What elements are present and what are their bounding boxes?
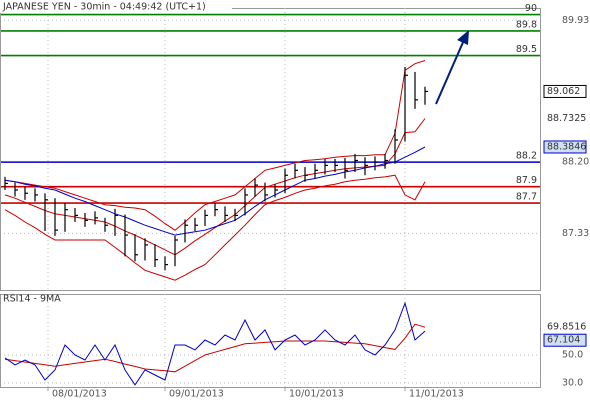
y-tick-label: 89.93 xyxy=(562,15,589,26)
y-tick-label: 87.33 xyxy=(562,228,589,239)
x-tick-label: 10/01/2013 xyxy=(289,389,344,400)
level-label: 90 xyxy=(525,3,537,14)
last-value-label: 69.8516 xyxy=(547,322,586,333)
arrow-head xyxy=(457,30,469,45)
level-label: 89.8 xyxy=(516,19,537,30)
level-label: 89.5 xyxy=(516,44,537,55)
arrow-line xyxy=(435,39,465,105)
value-box xyxy=(543,333,587,347)
last-value-label: 88.3846 xyxy=(547,141,586,152)
trend-arrow xyxy=(435,30,469,105)
rsi-title: RSI14 - 9MA xyxy=(3,294,61,305)
value-box xyxy=(543,84,587,98)
price-plot xyxy=(1,8,540,290)
rsi-panel xyxy=(0,294,541,388)
level-label: 87.9 xyxy=(516,175,537,186)
level-label: 87.7 xyxy=(516,192,537,203)
y-tick-label: 50.0 xyxy=(562,349,583,360)
series-line xyxy=(4,174,426,281)
series-line xyxy=(4,301,426,386)
x-tick-label: 09/01/2013 xyxy=(169,389,224,400)
y-tick-label: 88.20 xyxy=(562,157,589,168)
last-value-label: 89.062 xyxy=(547,86,580,97)
title-backing xyxy=(0,0,232,13)
x-tick-label: 08/01/2013 xyxy=(52,389,107,400)
chart-title: JAPANESE YEN - 30min - 04:49:42 (UTC+1) xyxy=(2,2,206,13)
series-line xyxy=(4,323,426,373)
last-value-label: 88.7325 xyxy=(547,113,586,124)
y-tick-label: 30.0 xyxy=(562,377,583,388)
rsi-plot xyxy=(1,294,540,387)
x-tick-label: 11/01/2013 xyxy=(409,389,464,400)
level-label: 88.2 xyxy=(516,151,537,162)
price-panel xyxy=(0,8,541,291)
labels: 89.93 88.20 87.33 90 89.8 89.5 88.2 87.9 87.7 89.… xyxy=(47,3,589,400)
value-box xyxy=(543,140,587,154)
last-value-label: 67.104 xyxy=(547,335,580,346)
